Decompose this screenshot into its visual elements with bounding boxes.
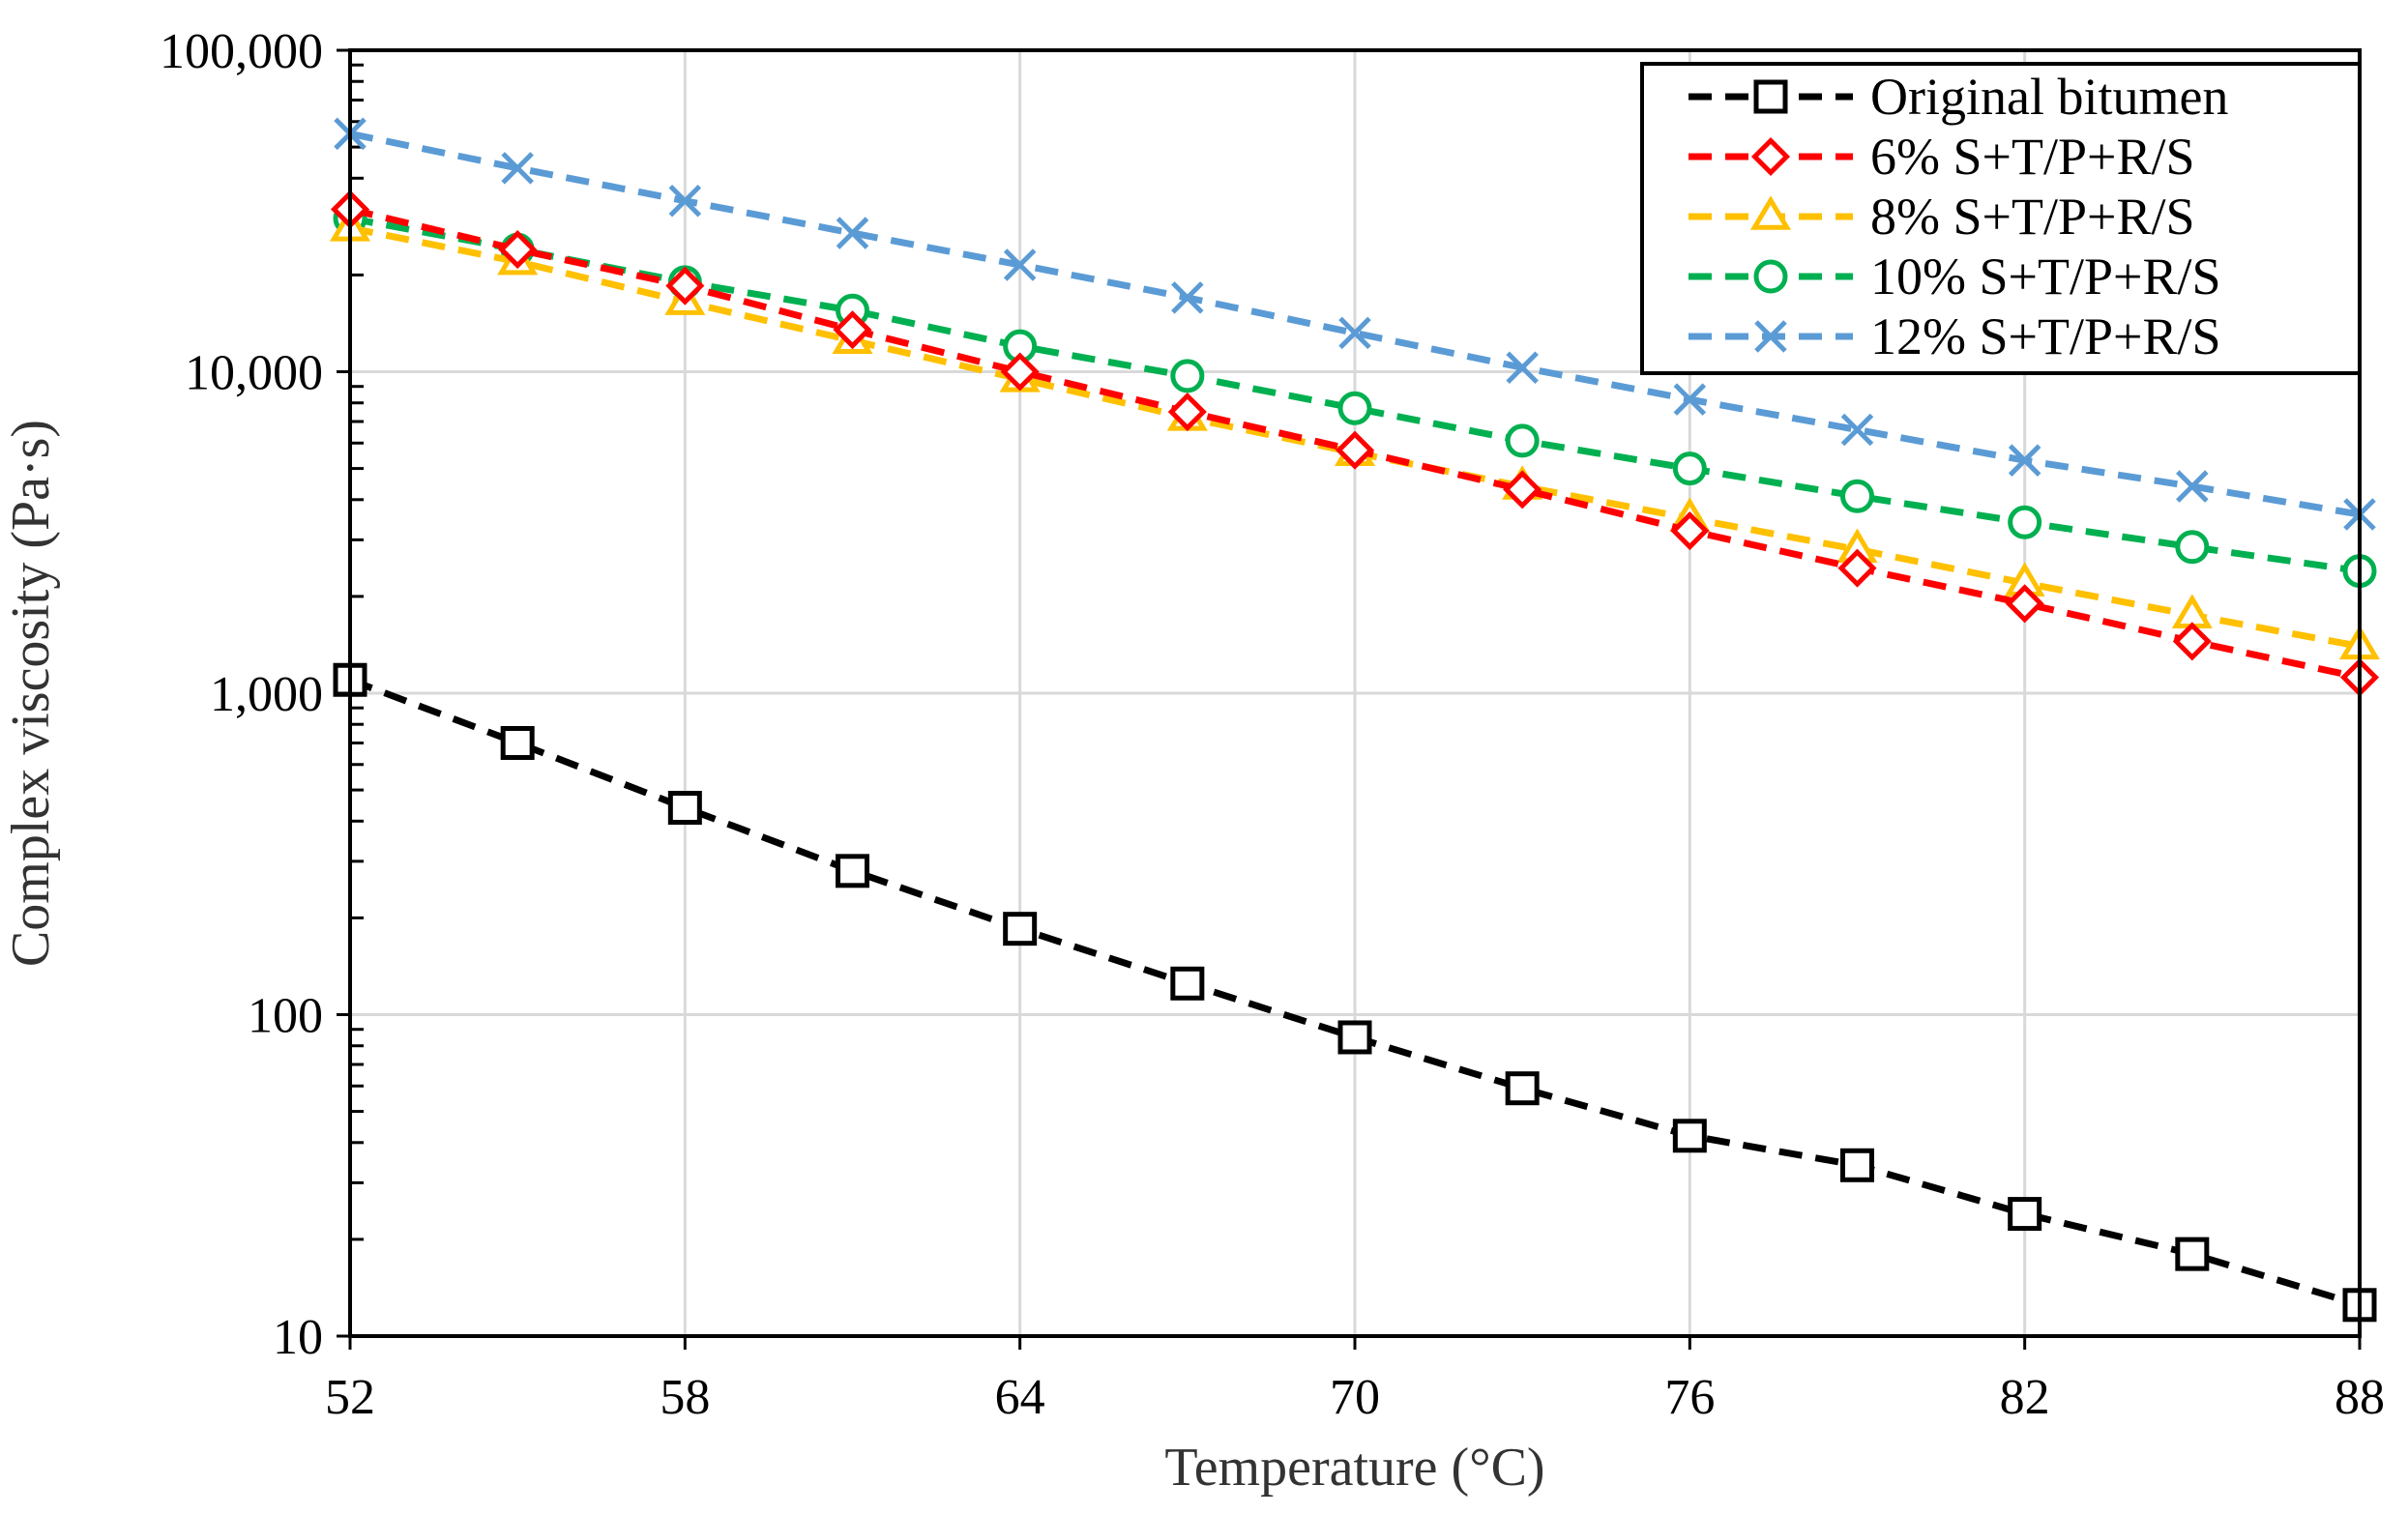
- legend-marker: [1753, 259, 1788, 294]
- data-point: [2008, 444, 2041, 477]
- y-tick-label: 100,000: [160, 24, 323, 79]
- y-tick-label: 1,000: [210, 667, 323, 722]
- legend-label: 12% S+T/P+R/S: [1870, 307, 2221, 365]
- data-point: [1000, 352, 1040, 392]
- data-point: [1171, 281, 1204, 314]
- data-point: [1672, 1119, 1707, 1153]
- data-point: [1170, 966, 1205, 1001]
- data-point: [836, 217, 869, 249]
- legend-label: 8% S+T/P+R/S: [1870, 188, 2195, 246]
- legend-marker: [1754, 320, 1787, 353]
- data-point: [500, 726, 535, 761]
- y-tick-label: 100: [248, 989, 323, 1044]
- data-point: [2005, 584, 2044, 624]
- data-point: [2175, 530, 2210, 565]
- x-tick-label: 64: [995, 1370, 1045, 1425]
- data-point: [668, 185, 702, 218]
- legend-entry: 8% S+T/P+R/S: [1689, 188, 2195, 246]
- y-axis-title: Complex viscosity (Pa·s): [1, 420, 61, 967]
- data-point: [1337, 391, 1372, 425]
- data-point: [1840, 413, 1874, 447]
- legend-marker: [1753, 79, 1788, 114]
- x-tick-label: 88: [2335, 1370, 2385, 1425]
- data-point: [2171, 594, 2213, 628]
- legend-entry: Original bitumen: [1689, 68, 2228, 126]
- data-point: [1670, 511, 1710, 551]
- series-0: [333, 662, 2377, 1323]
- data-point: [836, 854, 869, 888]
- y-tick-label: 10,000: [185, 346, 323, 401]
- legend-entry: 12% S+T/P+R/S: [1689, 307, 2221, 365]
- data-point: [1335, 430, 1375, 470]
- data-point: [665, 266, 705, 306]
- data-point: [1505, 1071, 1540, 1106]
- data-point: [1840, 1148, 1874, 1182]
- data-point: [667, 791, 702, 826]
- data-point: [1338, 316, 1371, 350]
- data-point: [1167, 393, 1207, 432]
- x-tick-label: 70: [1330, 1370, 1380, 1425]
- data-point: [833, 310, 872, 350]
- data-point: [1003, 912, 1038, 946]
- legend-label: 6% S+T/P+R/S: [1870, 128, 2195, 186]
- legend-marker: [1750, 136, 1791, 177]
- y-tick-label: 10: [273, 1310, 323, 1365]
- x-axis-title: Temperature (°C): [1164, 1438, 1544, 1498]
- x-tick-label: 82: [2000, 1370, 2050, 1425]
- data-point: [1837, 548, 1877, 588]
- legend-label: 10% S+T/P+R/S: [1870, 247, 2221, 306]
- legend-entry: 6% S+T/P+R/S: [1689, 128, 2195, 186]
- data-point: [1503, 470, 1542, 510]
- x-tick-label: 76: [1664, 1370, 1715, 1425]
- data-point: [2175, 1237, 2210, 1271]
- data-point: [1170, 359, 1205, 393]
- data-point: [2008, 1197, 2042, 1232]
- y-axis-ticks: 10 100 1,000 10,000 100,000: [160, 24, 350, 1365]
- legend-label: Original bitumen: [1870, 68, 2228, 126]
- x-axis-ticks: 52 58 64 70 76 82 88: [325, 1336, 2385, 1425]
- data-point: [1673, 383, 1707, 416]
- x-tick-label: 58: [660, 1370, 710, 1425]
- legend-marker: [1749, 195, 1792, 230]
- data-point: [1506, 351, 1539, 384]
- data-point: [1337, 1020, 1372, 1055]
- data-point: [2008, 505, 2042, 539]
- x-tick-label: 52: [325, 1370, 375, 1425]
- data-point: [2176, 470, 2209, 503]
- data-point: [498, 230, 538, 270]
- data-point: [1672, 451, 1707, 486]
- data-point: [1505, 423, 1540, 458]
- series-layer: [329, 117, 2381, 1323]
- data-point: [1003, 248, 1037, 281]
- legend-entry: 10% S+T/P+R/S: [1689, 247, 2221, 306]
- data-point: [2172, 622, 2212, 661]
- data-point: [1840, 479, 1874, 513]
- data-point: [501, 152, 534, 185]
